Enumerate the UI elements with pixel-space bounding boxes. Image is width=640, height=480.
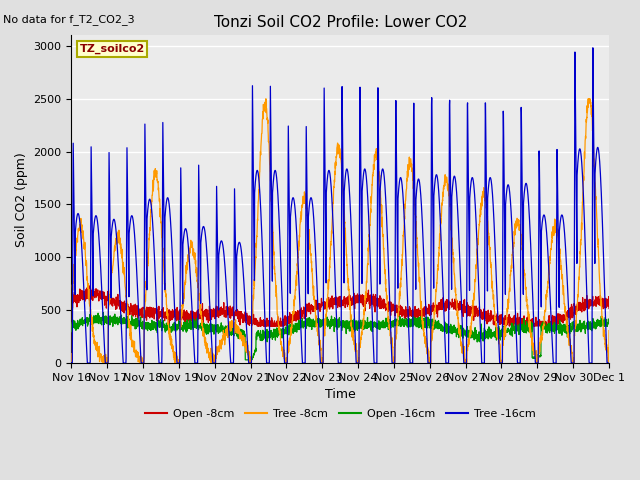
Y-axis label: Soil CO2 (ppm): Soil CO2 (ppm) [15, 152, 28, 247]
X-axis label: Time: Time [325, 388, 356, 401]
Legend: Open -8cm, Tree -8cm, Open -16cm, Tree -16cm: Open -8cm, Tree -8cm, Open -16cm, Tree -… [140, 404, 540, 423]
Title: Tonzi Soil CO2 Profile: Lower CO2: Tonzi Soil CO2 Profile: Lower CO2 [214, 15, 467, 30]
Text: No data for f_T2_CO2_3: No data for f_T2_CO2_3 [3, 13, 135, 24]
Text: TZ_soilco2: TZ_soilco2 [79, 44, 145, 54]
